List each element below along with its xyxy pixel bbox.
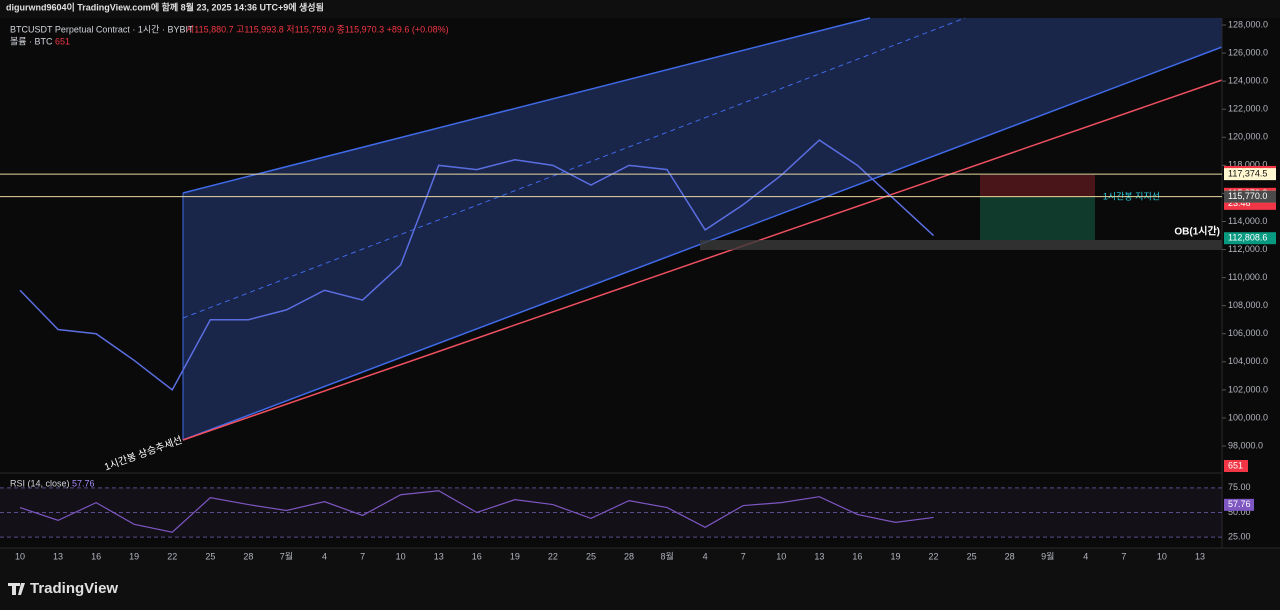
y-tick-label: 120,000.0 [1228, 132, 1268, 142]
rsi-title: RSI (14, close) [10, 478, 70, 488]
y-tick-label: 100,000.0 [1228, 412, 1268, 422]
countdown: 23:46 [1228, 198, 1251, 208]
price-label-box [1224, 190, 1276, 203]
volume-value: 651 [55, 36, 70, 46]
x-tick-label: 7 [360, 551, 365, 561]
rsi-tick-label: 50.00 [1228, 507, 1251, 517]
x-tick-label: 19 [510, 551, 520, 561]
chart-title: BTCUSDT Perpetual Contract · 1시간 · BYBIT [10, 24, 194, 34]
x-tick-label: 16 [91, 551, 101, 561]
rsi-axis-label: 57.76 [1228, 499, 1251, 509]
y-tick-label: 124,000.0 [1228, 76, 1268, 86]
x-tick-label: 10 [15, 551, 25, 561]
x-tick-label: 13 [1195, 551, 1205, 561]
rsi-tick-label: 25.00 [1228, 532, 1251, 542]
y-tick-label: 110,000.0 [1228, 272, 1267, 282]
y-tick-label: 118,000.0 [1228, 160, 1267, 170]
trend-line [182, 79, 1223, 441]
position-stop [980, 175, 1095, 197]
channel-upper [182, 17, 871, 194]
price-label: 112,808.6 [1228, 233, 1267, 243]
ob-annotation: OB(1시간) [1174, 225, 1220, 238]
x-tick-label: 4 [703, 551, 708, 561]
x-tick-label: 13 [434, 551, 444, 561]
x-tick-label: 19 [890, 551, 900, 561]
y-tick-label: 102,000.0 [1228, 384, 1268, 394]
x-tick-label: 8월 [660, 550, 673, 561]
price-label: 115,770.0 [1228, 191, 1267, 201]
y-tick-label: 126,000.0 [1228, 47, 1268, 57]
y-tick-label: 108,000.0 [1228, 300, 1268, 310]
x-tick-label: 10 [776, 551, 786, 561]
x-tick-label: 7 [741, 551, 746, 561]
x-tick-label: 10 [1157, 551, 1167, 561]
ohlc-legend: 시115,880.7 고115,993.8 저115,759.0 종115,97… [186, 24, 449, 34]
channel-mid [182, 17, 966, 319]
x-tick-label: 19 [129, 551, 139, 561]
rsi-line [19, 490, 934, 533]
x-tick-label: 25 [586, 551, 596, 561]
x-tick-label: 7월 [280, 550, 293, 561]
x-tick-label: 28 [624, 551, 634, 561]
position-target [980, 197, 1095, 240]
y-tick-label: 98,000.0 [1228, 440, 1263, 450]
footer-logo: TradingView [30, 580, 118, 597]
volume-label: 볼륨 · BTC [10, 36, 53, 46]
logo-icon [8, 583, 25, 595]
volume-axis-label: 651 [1228, 460, 1243, 470]
header: digurwnd9604이 TradingView.com에 함께 8월 23,… [6, 1, 324, 12]
rsi-value-box [1224, 498, 1254, 511]
x-tick-label: 4 [322, 551, 327, 561]
x-tick-label: 9월 [1041, 550, 1054, 561]
x-tick-label: 13 [814, 551, 824, 561]
x-tick-label: 25 [967, 551, 977, 561]
x-tick-label: 22 [929, 551, 939, 561]
x-tick-label: 10 [396, 551, 406, 561]
x-tick-label: 22 [167, 551, 177, 561]
channel-fill [183, 18, 1222, 440]
y-tick-label: 114,000.0 [1228, 216, 1267, 226]
x-tick-label: 22 [548, 551, 558, 561]
rsi-band [0, 487, 1222, 538]
x-tick-label: 16 [472, 551, 482, 561]
y-tick-label: 128,000.0 [1228, 19, 1268, 29]
y-tick-label: 106,000.0 [1228, 328, 1268, 338]
x-tick-label: 28 [1005, 551, 1015, 561]
x-tick-label: 7 [1121, 551, 1126, 561]
ob-zone [700, 240, 1222, 250]
price-label: 117,374.5 [1228, 169, 1267, 179]
volume-label-box [1224, 460, 1248, 472]
x-tick-label: 13 [53, 551, 63, 561]
price-line [19, 139, 935, 392]
price-label-box [1224, 232, 1276, 245]
x-tick-label: 28 [243, 551, 253, 561]
y-tick-label: 122,000.0 [1228, 104, 1268, 114]
rsi-value: 57.76 [72, 478, 95, 488]
x-tick-label: 25 [205, 551, 215, 561]
y-tick-label: 112,000.0 [1228, 244, 1267, 254]
x-tick-label: 16 [852, 551, 862, 561]
y-tick-label: 104,000.0 [1228, 356, 1268, 366]
rsi-tick-label: 75.00 [1228, 482, 1251, 492]
price-label-box [1224, 168, 1276, 181]
x-tick-label: 4 [1083, 551, 1088, 561]
